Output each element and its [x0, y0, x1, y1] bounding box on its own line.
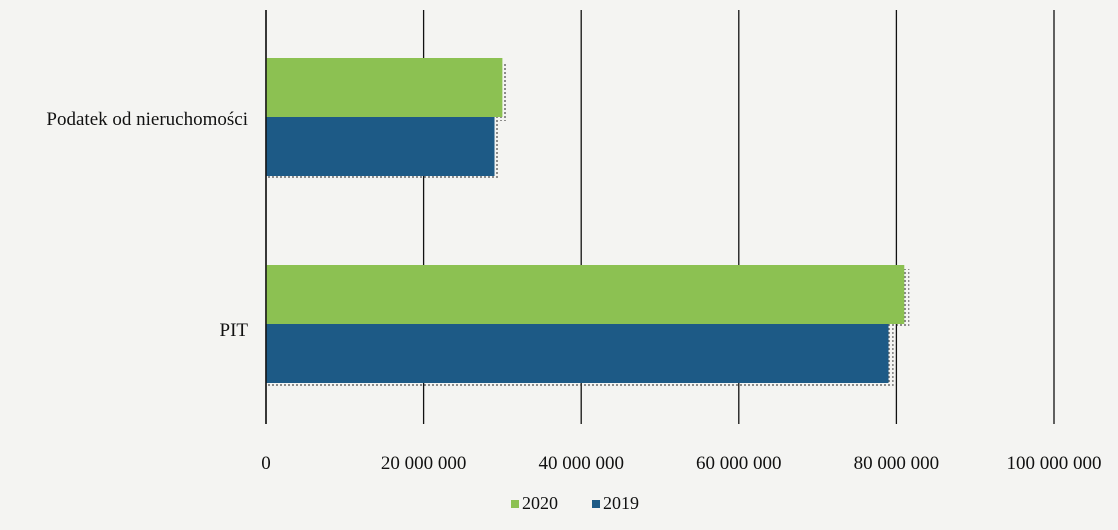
- bar-2020-1: [266, 265, 905, 324]
- legend-label-2019: 2019: [603, 493, 639, 513]
- x-tick-label: 40 000 000: [538, 453, 624, 474]
- bar-2019-0: [266, 117, 495, 176]
- legend-label-2020: 2020: [522, 493, 558, 513]
- x-tick-label: 60 000 000: [696, 453, 782, 474]
- bar-2019-1: [266, 324, 889, 383]
- x-tick-label: 20 000 000: [381, 453, 467, 474]
- category-label: Podatek od nieruchomości: [46, 109, 248, 130]
- x-tick-label: 100 000 000: [1007, 453, 1102, 474]
- x-tick-label: 0: [261, 453, 271, 474]
- x-tick-label: 80 000 000: [854, 453, 940, 474]
- category-label: PIT: [220, 320, 249, 341]
- bar-2020-0: [266, 58, 503, 117]
- legend-swatch-2019: [592, 500, 600, 508]
- legend-swatch-2020: [511, 500, 519, 508]
